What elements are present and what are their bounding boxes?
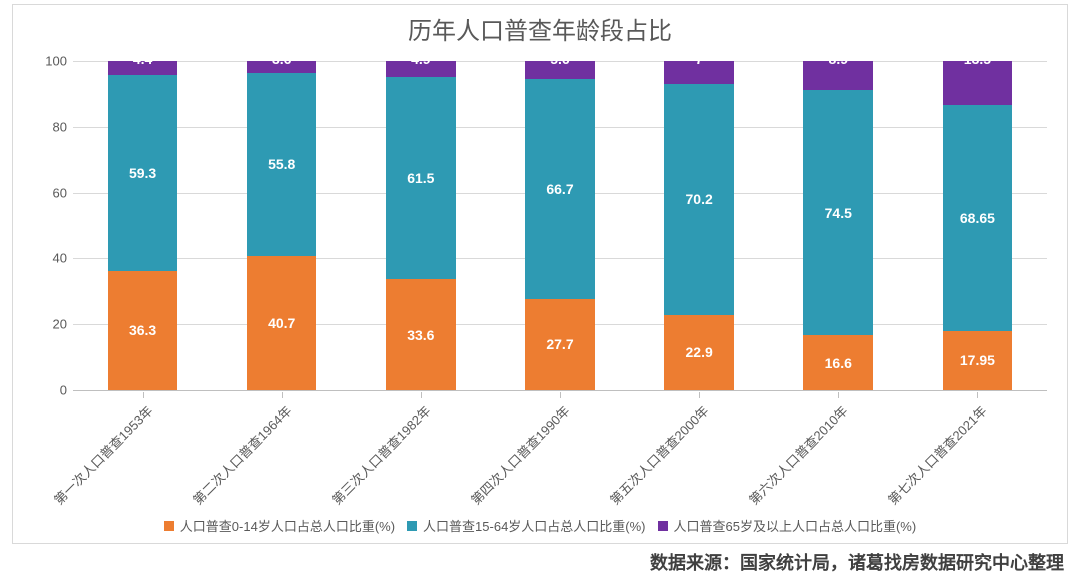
y-tick-label: 0 (29, 383, 67, 398)
bar-segment-age_15_64: 68.65 (943, 105, 1013, 331)
bar-segment-age_15_64: 61.5 (386, 77, 456, 279)
plot-area: 02040608010036.359.34.440.755.83.633.661… (73, 61, 1047, 391)
category: 22.9 70.2 7 (630, 61, 769, 390)
y-tick-label: 20 (29, 317, 67, 332)
bar-value-label: 16.6 (825, 355, 852, 371)
bar-stack: 33.6 61.5 4.9 (386, 61, 456, 390)
bar-segment-age_0_14: 22.9 (664, 315, 734, 390)
chart-container: 历年人口普查年龄段占比 0 20 40 60 80 100 36.3 59.3 4.4 40.7 5… (12, 4, 1068, 544)
bar-value-label: 36.3 (129, 322, 156, 338)
bar-value-label: 66.7 (546, 181, 573, 197)
bar-value-label: 7 (695, 51, 703, 67)
bar-stack: 40.7 55.8 3.6 (247, 61, 317, 390)
bar-stack: 27.7 66.7 5.6 (525, 61, 595, 390)
bar-value-label: 68.65 (960, 210, 995, 226)
bar-stack: 22.9 70.2 7 (664, 61, 734, 390)
bar-segment-age_65_plus: 5.6 (525, 61, 595, 79)
bar-segment-age_0_14: 40.7 (247, 256, 317, 390)
bar-value-label: 22.9 (686, 344, 713, 360)
bar-segment-age_0_14: 33.6 (386, 279, 456, 390)
y-tick-label: 40 (29, 251, 67, 266)
legend: 人口普查0-14岁人口占总人口比重(%) 人口普查15-64岁人口占总人口比重(%… (13, 516, 1067, 535)
bar-value-label: 5.6 (550, 51, 569, 67)
bar-segment-age_65_plus: 4.4 (108, 61, 178, 75)
x-axis-labels: 第一次人口普查1953年第二次人口普查1964年第三次人口普查1982年第四次人… (73, 393, 1047, 513)
source-text: 数据来源：国家统计局，诸葛找房数据研究中心整理 (650, 549, 1064, 575)
bar-segment-age_15_64: 66.7 (525, 79, 595, 298)
legend-item: 人口普查65岁及以上人口占总人口比重(%) (658, 516, 917, 535)
y-tick-label: 100 (29, 54, 67, 69)
bar-segment-age_65_plus: 13.5 (943, 61, 1013, 105)
category: 36.3 59.3 4.4 (73, 61, 212, 390)
bar-segment-age_15_64: 70.2 (664, 84, 734, 315)
x-tick-mark (143, 392, 144, 398)
y-tick-label: 80 (29, 119, 67, 134)
bar-value-label: 70.2 (686, 191, 713, 207)
category: 17.95 68.65 13.5 (908, 61, 1047, 390)
legend-swatch (164, 521, 174, 531)
bar-value-label: 61.5 (407, 170, 434, 186)
bar-value-label: 17.95 (960, 352, 995, 368)
bar-value-label: 13.5 (964, 51, 991, 67)
x-tick-mark (699, 392, 700, 398)
category: 27.7 66.7 5.6 (490, 61, 629, 390)
bar-value-label: 3.6 (272, 51, 291, 67)
bar-value-label: 40.7 (268, 315, 295, 331)
chart-title: 历年人口普查年龄段占比 (13, 5, 1067, 48)
bar-segment-age_15_64: 74.5 (803, 90, 873, 335)
bar-value-label: 33.6 (407, 327, 434, 343)
bar-segment-age_0_14: 36.3 (108, 271, 178, 390)
legend-label: 人口普查0-14岁人口占总人口比重(%) (180, 516, 395, 535)
x-tick-label: 第一次人口普查1953年 (49, 401, 156, 508)
category: 40.7 55.8 3.6 (212, 61, 351, 390)
bar-segment-age_0_14: 27.7 (525, 299, 595, 390)
category: 16.6 74.5 8.9 (769, 61, 908, 390)
legend-swatch (658, 521, 668, 531)
bar-value-label: 74.5 (825, 205, 852, 221)
bar-value-label: 8.9 (829, 51, 848, 67)
x-tick-mark (282, 392, 283, 398)
legend-item: 人口普查0-14岁人口占总人口比重(%) (164, 516, 395, 535)
bar-segment-age_65_plus: 3.6 (247, 61, 317, 73)
bar-segment-age_65_plus: 8.9 (803, 61, 873, 90)
bar-segment-age_15_64: 59.3 (108, 75, 178, 270)
bar-value-label: 59.3 (129, 165, 156, 181)
x-tick-mark (838, 392, 839, 398)
x-tick-mark (977, 392, 978, 398)
legend-label: 人口普查15-64岁人口占总人口比重(%) (423, 516, 645, 535)
bar-segment-age_65_plus: 4.9 (386, 61, 456, 77)
bar-segment-age_0_14: 17.95 (943, 331, 1013, 390)
category: 33.6 61.5 4.9 (351, 61, 490, 390)
x-tick-mark (560, 392, 561, 398)
bars-group: 36.3 59.3 4.4 40.7 55.8 3.6 33.6 61.5 4.9 27.7 66.… (73, 61, 1047, 390)
bar-segment-age_15_64: 55.8 (247, 73, 317, 257)
legend-item: 人口普查15-64岁人口占总人口比重(%) (407, 516, 645, 535)
bar-value-label: 55.8 (268, 156, 295, 172)
bar-value-label: 27.7 (546, 336, 573, 352)
bar-segment-age_0_14: 16.6 (803, 335, 873, 390)
bar-stack: 16.6 74.5 8.9 (803, 61, 873, 390)
legend-label: 人口普查65岁及以上人口占总人口比重(%) (674, 516, 917, 535)
bar-stack: 17.95 68.65 13.5 (943, 61, 1013, 390)
x-tick-mark (421, 392, 422, 398)
legend-swatch (407, 521, 417, 531)
bar-segment-age_65_plus: 7 (664, 61, 734, 84)
x-category: 第七次人口普查2021年 (908, 393, 1047, 513)
bar-value-label: 4.9 (411, 51, 430, 67)
bar-stack: 36.3 59.3 4.4 (108, 61, 178, 390)
y-tick-label: 60 (29, 185, 67, 200)
bar-value-label: 4.4 (133, 51, 152, 67)
